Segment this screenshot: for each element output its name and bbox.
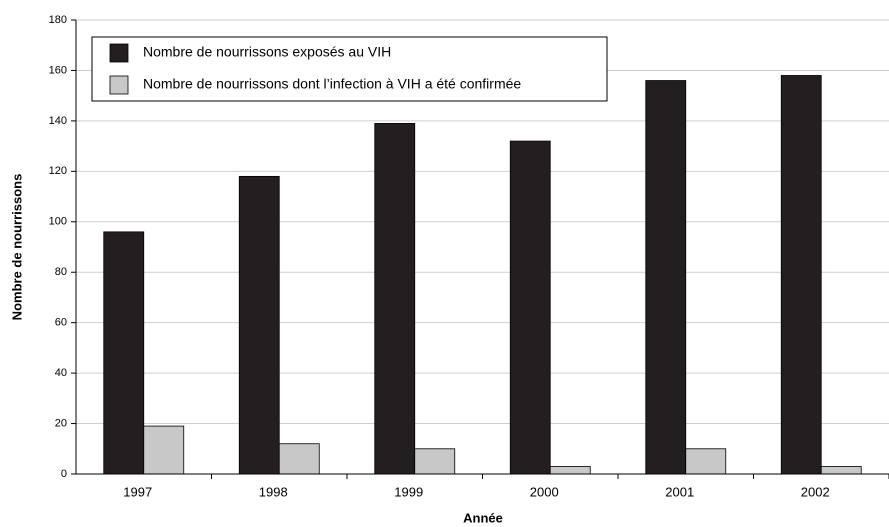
- legend-swatch: [109, 43, 129, 63]
- bar: [238, 175, 280, 475]
- y-tick-label: 60: [55, 317, 67, 329]
- bar: [414, 448, 456, 475]
- y-axis-title: Nombre de nourrissons: [9, 174, 24, 321]
- x-tick-label: 2002: [801, 484, 830, 499]
- y-tick-label: 0: [61, 468, 67, 480]
- x-axis-title: Année: [463, 510, 503, 525]
- bar: [374, 123, 416, 475]
- y-tick-label: 140: [49, 115, 67, 127]
- bar: [103, 231, 145, 475]
- bar: [780, 75, 822, 475]
- y-tick-label: 100: [49, 216, 67, 228]
- bar: [143, 425, 185, 475]
- y-tick-label: 160: [49, 64, 67, 76]
- y-tick-label: 120: [49, 165, 67, 177]
- bar: [509, 140, 551, 475]
- y-tick-label: 20: [55, 417, 67, 429]
- bar: [820, 466, 862, 475]
- bar: [549, 466, 591, 475]
- x-tick-label: 2001: [665, 484, 694, 499]
- y-tick-label: 40: [55, 367, 67, 379]
- x-tick-label: 1999: [394, 484, 423, 499]
- x-tick-label: 1998: [259, 484, 288, 499]
- legend-label: Nombre de nourrissons dont l’infection à…: [143, 76, 521, 92]
- bar: [278, 443, 320, 475]
- x-tick-label: 2000: [530, 484, 559, 499]
- legend-label: Nombre de nourrissons exposés au VIH: [143, 44, 391, 60]
- legend-box: [91, 36, 608, 102]
- y-tick-label: 80: [55, 266, 67, 278]
- bar: [685, 448, 727, 475]
- x-tick-label: 1997: [123, 484, 152, 499]
- bar: [645, 80, 687, 475]
- y-tick-label: 180: [49, 14, 67, 26]
- legend-swatch: [109, 75, 129, 95]
